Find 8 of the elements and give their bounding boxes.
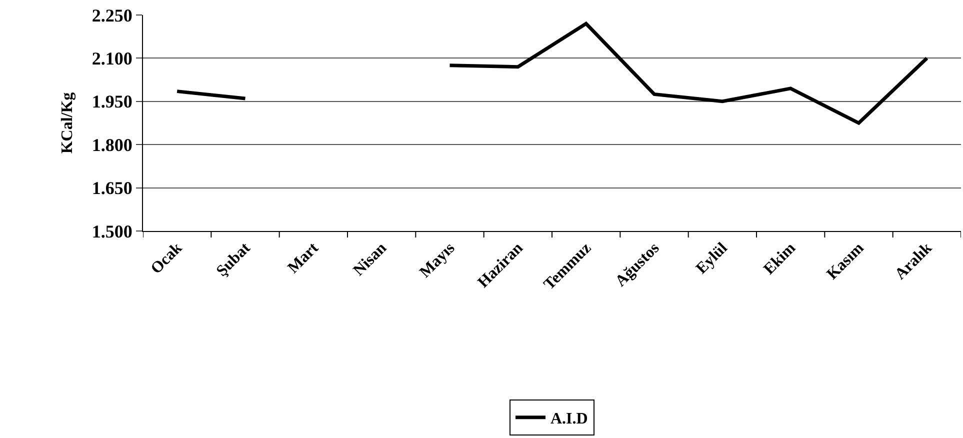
y-tick-label: 2.250 bbox=[92, 5, 132, 26]
y-tick-label: 1.650 bbox=[92, 178, 132, 198]
y-tick-label: 2.100 bbox=[92, 48, 132, 68]
y-tick-label: 1.800 bbox=[92, 134, 132, 155]
y-axis-title: KCal/Kg bbox=[58, 92, 76, 154]
legend-label: A.I.D bbox=[550, 410, 588, 428]
y-tick-label: 1.950 bbox=[92, 92, 132, 112]
y-tick-label: 1.500 bbox=[92, 221, 132, 242]
